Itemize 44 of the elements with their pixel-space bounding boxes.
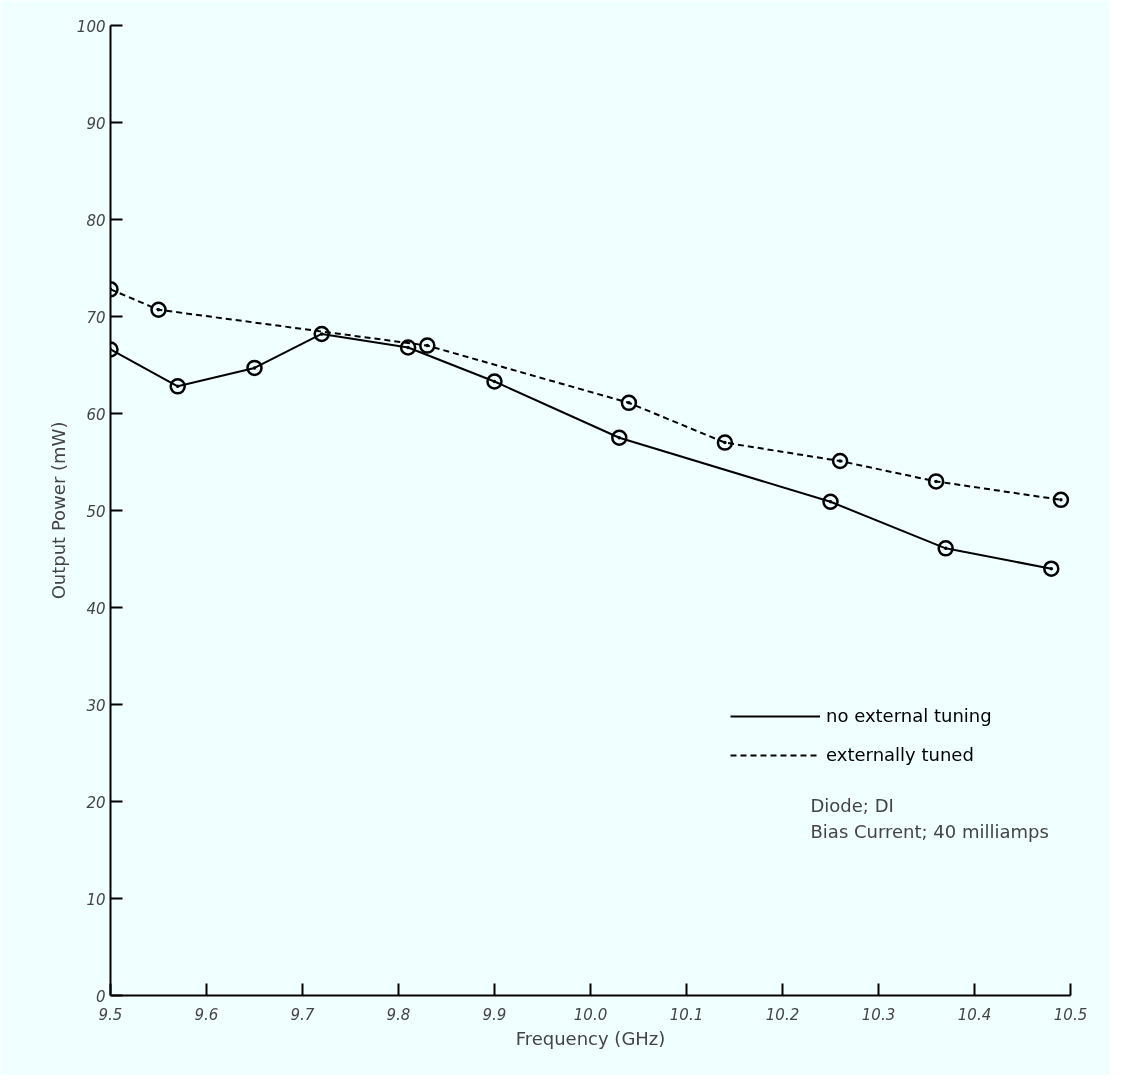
point [822, 493, 839, 511]
x-tick-label: 10.3 [861, 1005, 896, 1024]
y-tick-label: 70 [86, 308, 106, 327]
y-tick-label: 0 [95, 987, 106, 1006]
y-tick-label: 20 [86, 793, 106, 812]
y-tick-label: 40 [86, 599, 106, 618]
x-tick-label: 10.2 [765, 1005, 800, 1024]
y-tick-label: 30 [86, 696, 106, 715]
x-axis-title: Frequency (GHz) [515, 1027, 666, 1049]
point [716, 434, 734, 451]
y-tick-label: 100 [76, 17, 106, 36]
legend-label: externally tuned [826, 744, 974, 765]
y-tick-label: 50 [86, 502, 106, 521]
point [1043, 560, 1060, 577]
point [246, 359, 263, 377]
y-tick-label: 10 [86, 890, 106, 909]
y-tick-label: 80 [86, 211, 106, 230]
point [486, 373, 503, 390]
x-tick-label: 10.4 [957, 1005, 992, 1024]
x-tick-label: 10.1 [669, 1005, 704, 1024]
point [169, 378, 186, 395]
y-tick-label: 90 [86, 114, 106, 133]
point [611, 429, 628, 446]
y-tick-label: 60 [86, 405, 106, 424]
x-tick-label: 10.0 [573, 1005, 608, 1024]
legend-label: no external tuning [826, 705, 992, 726]
x-tick-label: 9.5 [98, 1005, 123, 1024]
y-axis-title: Output Power (mW) [47, 421, 69, 600]
x-tick-label: 9.9 [482, 1005, 507, 1024]
point [419, 337, 436, 354]
point [150, 301, 167, 318]
point [399, 339, 417, 356]
point [937, 540, 954, 557]
x-tick-label: 9.6 [194, 1005, 219, 1024]
point [927, 473, 945, 490]
x-tick-label: 10.5 [1053, 1005, 1088, 1024]
x-tick-label: 9.7 [290, 1005, 315, 1024]
x-tick-label: 9.8 [386, 1005, 411, 1024]
point [620, 394, 638, 412]
point [1052, 491, 1070, 509]
annotation: Bias Current; 40 milliamps [810, 820, 1049, 842]
annotation: Diode; DI [810, 794, 894, 816]
point [831, 452, 849, 470]
point [313, 325, 330, 343]
